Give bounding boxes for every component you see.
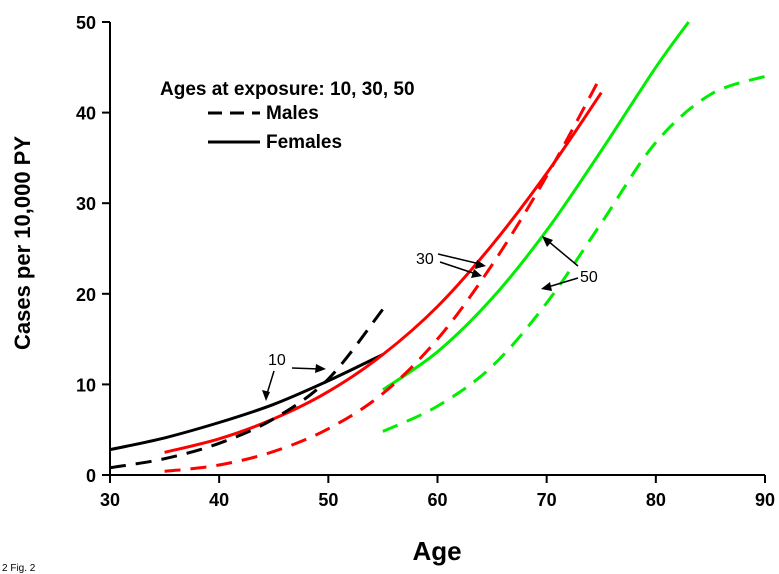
series-males-exposure-10 xyxy=(109,308,385,470)
legend: Ages at exposure: 10, 30, 50 Males Femal… xyxy=(160,79,415,153)
x-axis-title: Age xyxy=(412,536,461,566)
series-males-exposure-30 xyxy=(164,74,603,473)
annotation-50: 50 xyxy=(541,236,598,291)
annotation-30-arrowhead-2 xyxy=(475,260,486,269)
x-tick-label-50: 50 xyxy=(318,490,338,510)
y-tick-label-10: 10 xyxy=(76,375,96,395)
annotation-50-arrow-2 xyxy=(547,277,579,288)
series-females-exposure-30 xyxy=(164,91,603,454)
y-tick-label-50: 50 xyxy=(76,13,96,33)
ticks: 30 40 50 60 70 80 90 0 10 20 30 40 50 xyxy=(76,13,775,510)
annotation-30-arrow xyxy=(439,261,477,275)
x-tick-label-70: 70 xyxy=(537,490,557,510)
x-tick-label-30: 30 xyxy=(100,490,120,510)
annotation-50-arrowhead-2 xyxy=(541,282,552,291)
annotation-50-label: 50 xyxy=(580,269,598,286)
annotations: 10 30 50 xyxy=(262,236,598,401)
x-tick-label-90: 90 xyxy=(755,490,775,510)
x-tick-label-60: 60 xyxy=(427,490,447,510)
x-tick-label-80: 80 xyxy=(646,490,666,510)
annotation-50-arrowhead xyxy=(542,236,553,247)
figure-label: 2 Fig. 2 xyxy=(2,563,36,574)
annotation-10-arrowhead xyxy=(262,390,270,401)
legend-title: Ages at exposure: 10, 30, 50 xyxy=(160,79,415,100)
annotation-30-arrow-2 xyxy=(437,253,481,265)
y-tick-label-20: 20 xyxy=(76,285,96,305)
series-females-exposure-50 xyxy=(382,21,690,392)
annotation-10-label: 10 xyxy=(268,352,286,369)
y-tick-label-0: 0 xyxy=(86,466,96,486)
annotation-10-arrow-2 xyxy=(291,367,321,370)
annotation-10-arrowhead-2 xyxy=(315,364,326,373)
y-tick-label-40: 40 xyxy=(76,104,96,124)
annotation-30-label: 30 xyxy=(416,251,434,268)
legend-label-females: Females xyxy=(266,132,342,153)
annotation-10: 10 xyxy=(262,352,326,401)
annotation-30-arrowhead xyxy=(471,269,482,278)
series-females-exposure-10 xyxy=(109,353,384,452)
y-tick-label-30: 30 xyxy=(76,194,96,214)
legend-label-males: Males xyxy=(266,103,319,124)
annotation-30: 30 xyxy=(416,251,486,278)
series-layer xyxy=(109,21,766,473)
annotation-50-arrow xyxy=(547,240,579,267)
y-axis-title: Cases per 10,000 PY xyxy=(10,136,35,350)
x-tick-label-40: 40 xyxy=(209,490,229,510)
